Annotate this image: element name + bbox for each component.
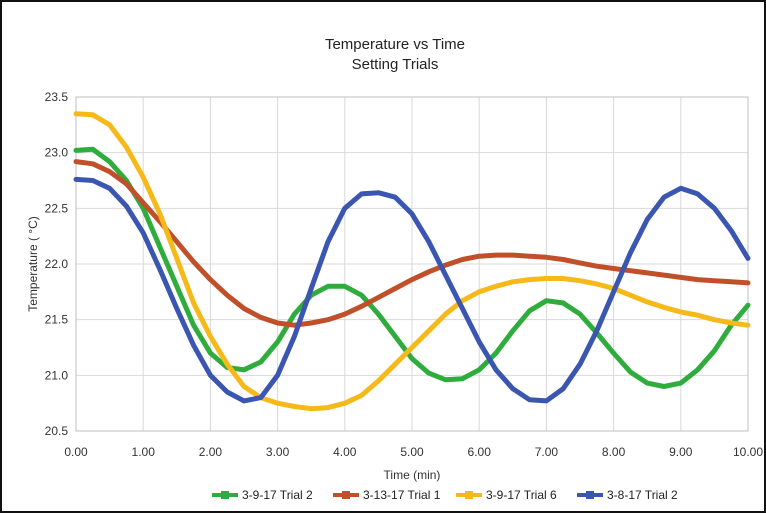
x-tick-label: 6.00	[468, 445, 492, 459]
x-tick-label: 10.00	[733, 445, 763, 459]
legend-label: 3-9-17 Trial 6	[486, 488, 557, 502]
y-tick-label: 23.5	[45, 90, 69, 104]
x-tick-labels: 0.00 1.00 2.00 3.00 4.00 5.00 6.00 7.00 8.00 9.00…	[64, 445, 763, 459]
chart-title: Temperature vs Time	[325, 36, 465, 53]
legend-marker	[465, 491, 473, 499]
x-tick-label: 4.00	[333, 445, 357, 459]
legend-item: 3-13-17 Trial 1	[333, 488, 441, 502]
y-tick-label: 20.5	[45, 424, 69, 438]
series-line-3	[73, 111, 751, 412]
legend-marker	[586, 491, 594, 499]
x-tick-label: 5.00	[400, 445, 424, 459]
legend-item: 3-8-17 Trial 2	[577, 488, 678, 502]
x-tick-label: 3.00	[266, 445, 290, 459]
y-tick-label: 22.0	[45, 257, 69, 271]
series-line-2	[73, 159, 751, 328]
series-line-1	[73, 146, 751, 389]
x-tick-label: 2.00	[199, 445, 223, 459]
legend-item: 3-9-17 Trial 6	[456, 488, 557, 502]
y-tick-label: 22.5	[45, 201, 69, 215]
x-tick-label: 7.00	[535, 445, 559, 459]
y-tick-label: 23.0	[45, 146, 69, 160]
chart-subtitle: Setting Trials	[352, 56, 439, 73]
y-tick-label: 21.5	[45, 313, 69, 327]
y-tick-label: 21.0	[45, 368, 69, 382]
legend-marker	[221, 491, 229, 499]
legend-label: 3-9-17 Trial 2	[242, 488, 313, 502]
legend-label: 3-8-17 Trial 2	[607, 488, 678, 502]
y-axis-label: Temperature ( °C)	[26, 216, 40, 312]
x-tick-label: 0.00	[64, 445, 88, 459]
plot-area-border	[75, 96, 749, 432]
legend-item: 3-9-17 Trial 2	[212, 488, 313, 502]
x-tick-label: 9.00	[669, 445, 693, 459]
y-tick-labels: 20.5 21.0 21.5 22.0 22.5 23.0 23.5	[45, 90, 69, 438]
legend: 3-9-17 Trial 2 3-13-17 Trial 1 3-9-17 Tria…	[212, 488, 678, 502]
series-lines	[73, 111, 751, 412]
x-axis-label: Time (min)	[384, 468, 441, 482]
legend-marker	[342, 491, 350, 499]
legend-label: 3-13-17 Trial 1	[363, 488, 441, 502]
series-line-4	[73, 176, 751, 404]
x-tick-label: 8.00	[602, 445, 626, 459]
x-tick-label: 1.00	[132, 445, 156, 459]
